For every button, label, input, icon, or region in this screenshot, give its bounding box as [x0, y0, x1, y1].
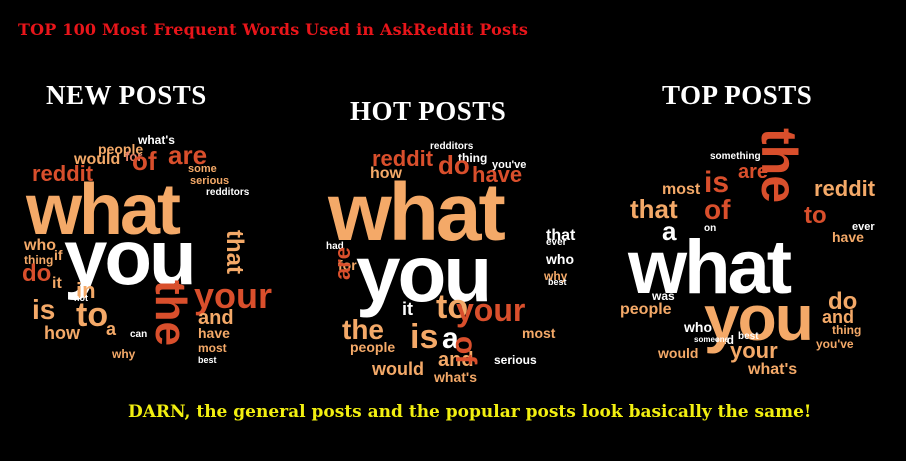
- cloud-word: that: [630, 194, 678, 224]
- cloud-word: it: [402, 299, 413, 319]
- cloud-word: the: [146, 280, 195, 346]
- cloud-word: you've: [816, 337, 854, 351]
- hot-posts-word-cloud: redditors reddit thing do how you've hav…: [322, 130, 584, 392]
- cloud-word: and: [438, 349, 474, 371]
- cloud-word: why: [112, 347, 136, 361]
- cloud-word: was: [652, 289, 675, 303]
- cloud-word: are: [330, 246, 355, 280]
- top-posts-word-cloud: something are the reddit most is that of…: [618, 118, 883, 383]
- cloud-word: redditors: [206, 187, 250, 198]
- cloud-word: your: [730, 338, 778, 363]
- cloud-word: ever: [546, 237, 567, 248]
- cloud-word: to: [436, 288, 469, 326]
- cloud-word: most: [198, 341, 227, 355]
- cloud-word: is: [32, 294, 56, 325]
- cloud-word: people: [620, 301, 672, 318]
- cloud-word: reddit: [814, 176, 876, 201]
- cloud-word: and: [198, 307, 234, 329]
- top-posts-label: TOP POSTS: [662, 80, 813, 110]
- cloud-word: reddit: [372, 146, 434, 171]
- cloud-word: for: [125, 149, 143, 164]
- cloud-word: you: [704, 282, 814, 354]
- cloud-word: are: [168, 140, 208, 170]
- cloud-word: do: [22, 260, 52, 287]
- cloud-word: best: [548, 277, 567, 287]
- cloud-word: of: [449, 336, 482, 365]
- cloud-word: a: [442, 322, 459, 355]
- cloud-word: serious: [190, 175, 230, 187]
- cloud-word: of: [704, 194, 731, 225]
- cloud-word: would: [658, 345, 699, 361]
- cloud-word: your: [456, 292, 526, 328]
- cloud-word: you: [356, 229, 492, 318]
- cloud-word: on: [704, 223, 717, 234]
- cloud-word: most: [522, 325, 556, 341]
- cloud-word: a: [106, 319, 117, 339]
- cloud-word: to: [804, 202, 827, 229]
- cloud-word: can: [130, 329, 148, 340]
- cloud-word: what: [628, 225, 792, 310]
- cloud-word: the: [751, 128, 807, 203]
- cloud-word: best: [738, 331, 759, 342]
- cloud-word: best: [198, 355, 217, 365]
- footer-caption: DARN, the general posts and the popular …: [128, 402, 812, 422]
- cloud-word: you've: [492, 159, 527, 171]
- hot-posts-label: HOT POSTS: [350, 96, 507, 126]
- cloud-word: do: [828, 288, 858, 315]
- cloud-word: thing: [832, 323, 862, 337]
- cloud-word: thing: [24, 253, 54, 267]
- cloud-word: would: [74, 151, 121, 168]
- cloud-word: why: [544, 269, 568, 283]
- cloud-word: not: [74, 293, 88, 303]
- cloud-word: what: [328, 167, 506, 258]
- cloud-word: and: [822, 307, 855, 327]
- cloud-word: what: [26, 170, 181, 250]
- cloud-word: is: [410, 318, 439, 356]
- cloud-word: your: [194, 275, 273, 316]
- cloud-word: how: [44, 323, 80, 343]
- cloud-word: people: [98, 141, 144, 157]
- cloud-word: most: [662, 181, 701, 198]
- cloud-word: reddit: [32, 161, 94, 186]
- cloud-word: in: [76, 278, 96, 303]
- cloud-word: that: [546, 227, 576, 244]
- cloud-word: thing: [458, 151, 488, 165]
- cloud-word: someone: [694, 335, 730, 344]
- cloud-word: did: [716, 333, 734, 347]
- cloud-word: redditors: [430, 141, 474, 152]
- cloud-word: if: [54, 247, 63, 263]
- cloud-word: is: [704, 166, 730, 199]
- cloud-word: ever: [852, 221, 875, 233]
- cloud-word: something: [710, 151, 761, 162]
- cloud-word: a: [662, 216, 677, 246]
- cloud-word: what's: [434, 369, 478, 385]
- page-title: TOP 100 Most Frequent Words Used in AskR…: [18, 20, 529, 39]
- cloud-word: have: [198, 325, 230, 341]
- cloud-word: that: [221, 230, 248, 274]
- cloud-word: people: [350, 339, 396, 355]
- cloud-word: the: [342, 314, 384, 345]
- new-posts-word-cloud: what's people would for of are reddit so…: [20, 130, 285, 395]
- cloud-word: some: [188, 163, 217, 175]
- cloud-word: for: [338, 257, 357, 273]
- cloud-word: have: [832, 229, 864, 245]
- cloud-word: to: [76, 296, 109, 334]
- cloud-word: have: [472, 162, 523, 187]
- cloud-word: who: [24, 237, 56, 254]
- cloud-word: who: [546, 251, 574, 267]
- cloud-word: had: [326, 241, 344, 252]
- cloud-word: serious: [494, 353, 537, 367]
- new-posts-label: NEW POSTS: [46, 80, 207, 110]
- cloud-word: are: [738, 161, 769, 183]
- cloud-word: you: [64, 213, 197, 301]
- cloud-word: it: [52, 275, 62, 292]
- cloud-word: what's: [138, 133, 175, 147]
- cloud-word: how: [370, 165, 402, 182]
- cloud-word: what's: [748, 361, 798, 378]
- cloud-word: would: [372, 359, 424, 379]
- cloud-word: of: [132, 146, 157, 176]
- cloud-word: do: [438, 150, 470, 180]
- cloud-word: who: [684, 319, 712, 335]
